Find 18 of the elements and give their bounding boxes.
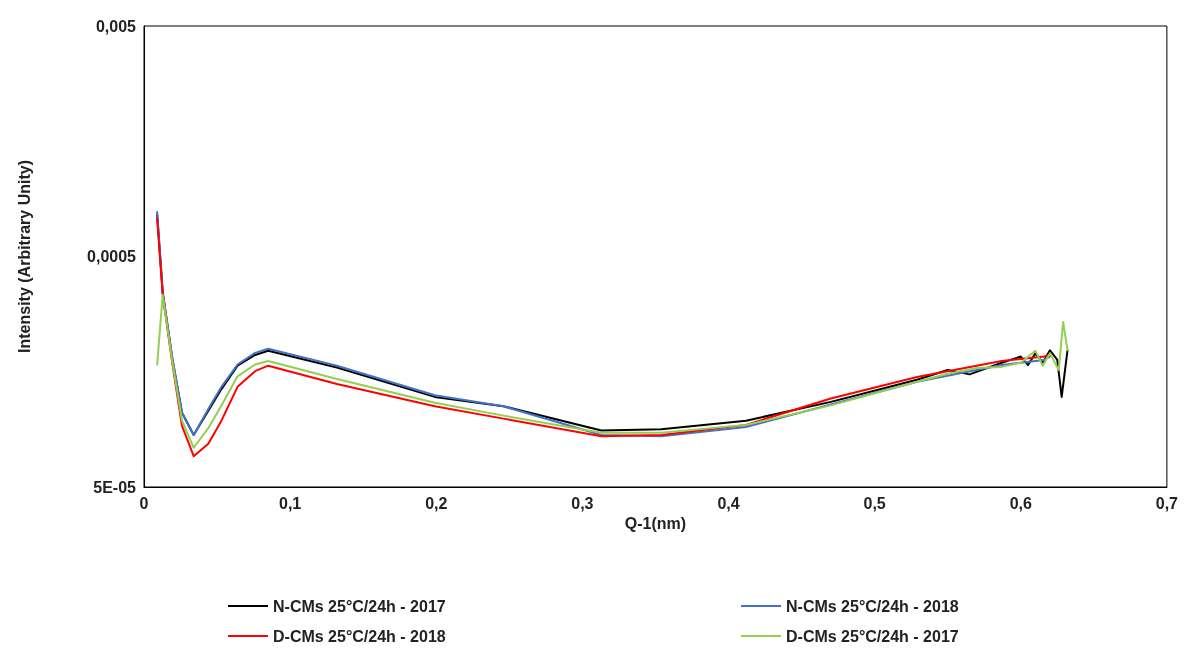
line-series — [156, 294, 1069, 449]
x-tick-label: 0,1 — [279, 494, 302, 512]
y-tick-label: 5E-05 — [93, 478, 137, 496]
y-tick-label: 0,005 — [95, 17, 137, 35]
y-axis-title: Intensity (Arbitrary Unity) — [15, 160, 33, 353]
x-tick-label: 0,5 — [863, 494, 886, 512]
y-tick-label: 0,0005 — [87, 248, 137, 265]
legend-label: N-CMs 25°C/24h - 2017 — [273, 597, 446, 615]
legend-label: N-CMs 25°C/24h - 2018 — [786, 597, 959, 615]
x-tick-label: 0,2 — [425, 494, 448, 512]
x-tick-label: 0 — [139, 494, 149, 512]
x-tick-label: 0,7 — [1155, 494, 1179, 512]
x-tick-label: 0,3 — [571, 494, 594, 512]
x-tick-label: 0,4 — [717, 494, 740, 512]
legend-label: D-CMs 25°C/24h - 2018 — [273, 627, 446, 645]
x-tick-label: 0,6 — [1009, 494, 1032, 512]
x-axis-title: Q-1(nm) — [624, 515, 687, 533]
legend-label: D-CMs 25°C/24h - 2017 — [786, 627, 959, 645]
